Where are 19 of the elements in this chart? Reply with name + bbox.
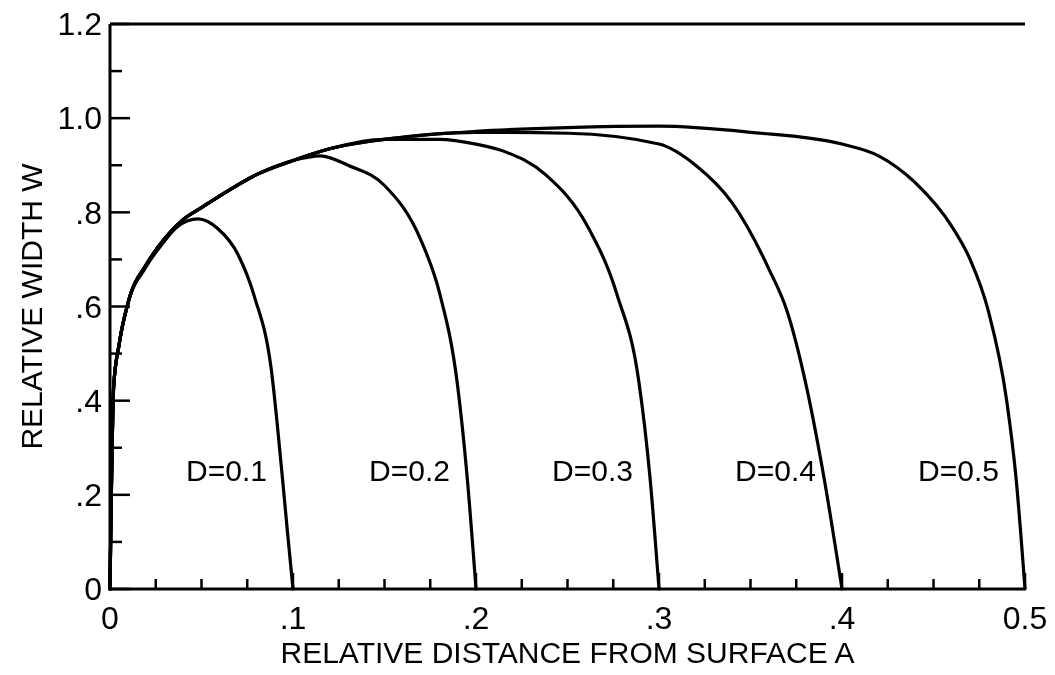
series-label: D=0.4: [735, 453, 816, 487]
y-tick-label: .4: [75, 382, 102, 419]
y-tick-label: 1.2: [57, 6, 102, 43]
series-label: D=0.5: [918, 453, 999, 487]
y-tick-label: 0: [84, 571, 102, 608]
y-tick-label: .8: [75, 194, 102, 231]
y-tick-label: .6: [75, 288, 102, 325]
x-axis-title: RELATIVE DISTANCE FROM SURFACE A: [280, 636, 855, 669]
x-tick-label: .2: [462, 600, 490, 636]
series-label: D=0.3: [552, 453, 633, 487]
x-tick-label: 0.5: [1002, 600, 1048, 636]
series-label: D=0.2: [369, 453, 450, 487]
x-tick-label: .3: [645, 600, 673, 636]
y-axis-title: RELATIVE WIDTH W: [15, 162, 48, 450]
x-tick-label: .4: [828, 600, 856, 636]
series-label: D=0.1: [186, 453, 267, 487]
x-tick-label: .1: [279, 600, 307, 636]
y-tick-label: .2: [75, 477, 102, 514]
y-tick-label: 1.0: [57, 100, 102, 137]
